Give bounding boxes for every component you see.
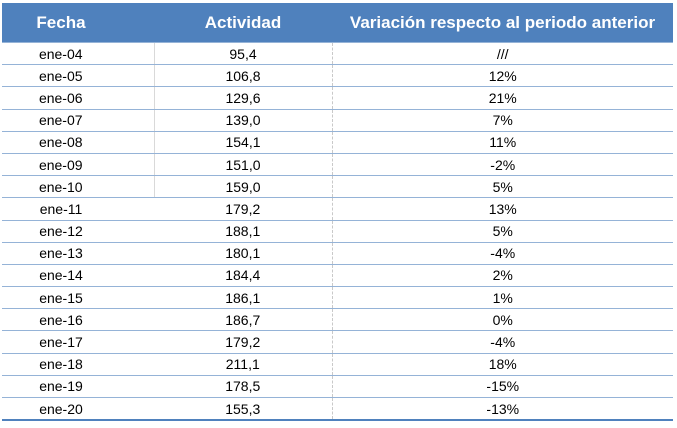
table-row: ene-07 139,0 7% bbox=[2, 109, 673, 132]
cell-actividad[interactable]: 180,1 bbox=[154, 242, 332, 265]
cell-variacion[interactable]: 5% bbox=[331, 175, 673, 199]
cell-actividad[interactable]: 155,3 bbox=[154, 397, 332, 422]
cell-actividad[interactable]: 129,6 bbox=[153, 86, 332, 110]
cell-variacion[interactable]: 13% bbox=[331, 197, 673, 221]
cell-variacion[interactable]: 11% bbox=[331, 131, 673, 154]
table-row: ene-19 178,5 -15% bbox=[2, 375, 673, 399]
table-row: ene-20 155,3 -13% bbox=[2, 397, 673, 422]
table-row: ene-08 154,1 11% bbox=[2, 131, 673, 154]
activity-table: Fecha Actividad Variación respecto al pe… bbox=[2, 3, 673, 422]
cell-variacion[interactable]: -4% bbox=[331, 242, 673, 265]
cell-variacion[interactable]: 2% bbox=[331, 264, 673, 288]
table-row: ene-15 186,1 1% bbox=[2, 286, 673, 310]
cell-actividad[interactable]: 188,1 bbox=[154, 220, 332, 243]
table-row: ene-09 151,0 -2% bbox=[2, 153, 673, 177]
cell-fecha[interactable]: ene-08 bbox=[2, 131, 154, 154]
cell-fecha[interactable]: ene-07 bbox=[2, 109, 154, 132]
cell-variacion[interactable]: 7% bbox=[331, 109, 673, 132]
cell-actividad[interactable]: 139,0 bbox=[153, 109, 332, 132]
cell-fecha[interactable]: ene-20 bbox=[2, 397, 154, 422]
cell-actividad[interactable]: 184,4 bbox=[154, 264, 332, 288]
cell-fecha[interactable]: ene-10 bbox=[2, 175, 154, 199]
table-row: ene-11 179,2 13% bbox=[2, 197, 673, 221]
cell-variacion[interactable]: 12% bbox=[331, 64, 673, 88]
cell-actividad[interactable]: 186,7 bbox=[154, 308, 332, 332]
cell-actividad[interactable]: 106,8 bbox=[153, 64, 332, 88]
cell-variacion[interactable]: 0% bbox=[331, 308, 673, 332]
table-row: ene-05 106,8 12% bbox=[2, 64, 673, 88]
cell-fecha[interactable]: ene-13 bbox=[2, 242, 154, 265]
cell-fecha[interactable]: ene-09 bbox=[2, 153, 154, 177]
table-row: ene-13 180,1 -4% bbox=[2, 242, 673, 265]
cell-variacion[interactable]: -4% bbox=[331, 330, 673, 354]
table-row: ene-17 179,2 -4% bbox=[2, 330, 673, 354]
table-row: ene-06 129,6 21% bbox=[2, 86, 673, 110]
cell-fecha[interactable]: ene-16 bbox=[2, 308, 154, 332]
cell-actividad[interactable]: 179,2 bbox=[154, 330, 332, 354]
cell-actividad[interactable]: 179,2 bbox=[154, 197, 332, 221]
header-variacion[interactable]: Variación respecto al periodo anterior bbox=[332, 3, 673, 43]
cell-variacion[interactable]: -15% bbox=[331, 375, 673, 399]
table-row: ene-16 186,7 0% bbox=[2, 308, 673, 332]
cell-fecha[interactable]: ene-14 bbox=[2, 264, 154, 288]
cell-fecha[interactable]: ene-06 bbox=[2, 86, 154, 110]
cell-variacion[interactable]: -13% bbox=[331, 397, 673, 422]
table-row: ene-10 159,0 5% bbox=[2, 175, 673, 199]
table-row: ene-04 95,4/// bbox=[2, 42, 673, 66]
cell-fecha[interactable]: ene-19 bbox=[2, 375, 154, 399]
cell-actividad[interactable]: 159,0 bbox=[153, 175, 332, 199]
cell-actividad[interactable]: 151,0 bbox=[153, 153, 332, 177]
cell-variacion[interactable]: 18% bbox=[331, 353, 673, 376]
cell-variacion[interactable]: 5% bbox=[331, 220, 673, 243]
cell-actividad[interactable]: 154,1 bbox=[153, 131, 332, 154]
cell-actividad[interactable]: 178,5 bbox=[154, 375, 332, 399]
cell-actividad[interactable]: 95,4 bbox=[153, 42, 332, 66]
table-row: ene-18 211,1 18% bbox=[2, 353, 673, 376]
table-row: ene-12 188,1 5% bbox=[2, 220, 673, 243]
cell-fecha[interactable]: ene-05 bbox=[2, 64, 154, 88]
cell-actividad[interactable]: 211,1 bbox=[154, 353, 332, 376]
cell-variacion[interactable]: -2% bbox=[331, 153, 673, 177]
cell-fecha[interactable]: ene-18 bbox=[2, 353, 154, 376]
table-header: Fecha Actividad Variación respecto al pe… bbox=[2, 3, 673, 43]
cell-variacion[interactable]: /// bbox=[331, 42, 673, 66]
cell-variacion[interactable]: 1% bbox=[331, 286, 673, 310]
cell-variacion[interactable]: 21% bbox=[331, 86, 673, 110]
header-actividad[interactable]: Actividad bbox=[154, 3, 332, 43]
cell-fecha[interactable]: ene-12 bbox=[2, 220, 154, 243]
cell-fecha[interactable]: ene-11 bbox=[2, 197, 154, 221]
table-body: ene-04 95,4///ene-05 106,8 12% ene-06 129,6 21… bbox=[2, 42, 673, 422]
header-fecha[interactable]: Fecha bbox=[2, 3, 154, 43]
header-row: Fecha Actividad Variación respecto al pe… bbox=[2, 3, 673, 43]
cell-fecha[interactable]: ene-17 bbox=[2, 330, 154, 354]
cell-actividad[interactable]: 186,1 bbox=[154, 286, 332, 310]
cell-fecha[interactable]: ene-04 bbox=[2, 42, 154, 66]
table-row: ene-14 184,4 2% bbox=[2, 264, 673, 288]
cell-fecha[interactable]: ene-15 bbox=[2, 286, 154, 310]
